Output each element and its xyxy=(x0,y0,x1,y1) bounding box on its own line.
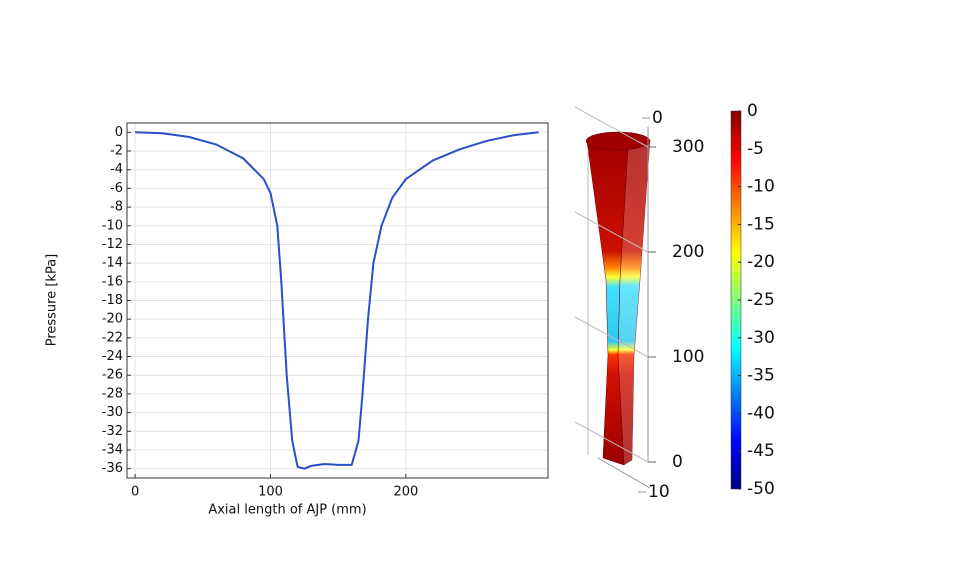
y-tick-label: -20 xyxy=(102,312,123,327)
y-tick-label: -16 xyxy=(102,274,123,289)
y-tick-label: 0 xyxy=(652,108,663,128)
colorbar-tick-label: -40 xyxy=(747,403,775,423)
y-tick-label: -8 xyxy=(110,200,123,215)
y-tick-label: -36 xyxy=(102,461,123,476)
colorbar-tick-label: -35 xyxy=(747,366,775,386)
y-tick-label: -4 xyxy=(110,162,123,177)
colorbar-tick-label: 0 xyxy=(747,101,758,121)
y-tick-label: -10 xyxy=(102,218,123,233)
y-tick-label: -22 xyxy=(102,330,123,345)
y-tick-label: -34 xyxy=(102,442,123,457)
y-tick-label: -2 xyxy=(110,144,123,159)
y-tick-label: -32 xyxy=(102,424,123,439)
z-tick-label: 300 xyxy=(672,137,704,157)
line xyxy=(135,131,539,470)
y-tick-label: -14 xyxy=(102,256,123,271)
y-tick-label: -18 xyxy=(102,293,123,308)
y-tick-label: -30 xyxy=(102,405,123,420)
colorbar-tick-label: -20 xyxy=(747,252,775,272)
z-grid-line xyxy=(574,211,649,253)
y-tick-label: 10 xyxy=(648,482,670,502)
z-grid-line xyxy=(574,106,649,148)
y-tick-label: 0 xyxy=(115,125,123,140)
x-tick-label: 200 xyxy=(393,485,418,500)
colorbar-tick-label: -45 xyxy=(747,441,775,461)
z-tick-label: 200 xyxy=(672,242,704,262)
x-tick-label: 100 xyxy=(258,485,283,500)
y-tick-label: -26 xyxy=(102,368,123,383)
y-tick-label: -24 xyxy=(102,349,123,364)
colorbar-tick-label: -50 xyxy=(747,479,775,499)
y-tick-label: -28 xyxy=(102,386,123,401)
y-axis-label: Pressure [kPa] xyxy=(45,254,60,347)
colorbar-tick-label: -30 xyxy=(747,328,775,348)
y-axis xyxy=(597,457,651,489)
plot-frame xyxy=(126,122,549,479)
z-grid-line xyxy=(574,421,649,463)
y-tick-label: -12 xyxy=(102,237,123,252)
colorbar-tick-label: -5 xyxy=(747,139,764,159)
x-tick-label: 0 xyxy=(131,485,139,500)
column-3d xyxy=(585,131,651,466)
colorbar-tick-label: -15 xyxy=(747,214,775,234)
colorbar-tick-label: -10 xyxy=(747,177,775,197)
colorbar-tick-label: -25 xyxy=(747,290,775,310)
z-tick-label: 100 xyxy=(672,347,704,367)
z-tick-label: 0 xyxy=(672,452,683,472)
y-tick-label: -6 xyxy=(110,181,123,196)
x-axis-label: Axial length of AJP (mm) xyxy=(208,503,366,518)
z-grid-line xyxy=(574,316,649,358)
